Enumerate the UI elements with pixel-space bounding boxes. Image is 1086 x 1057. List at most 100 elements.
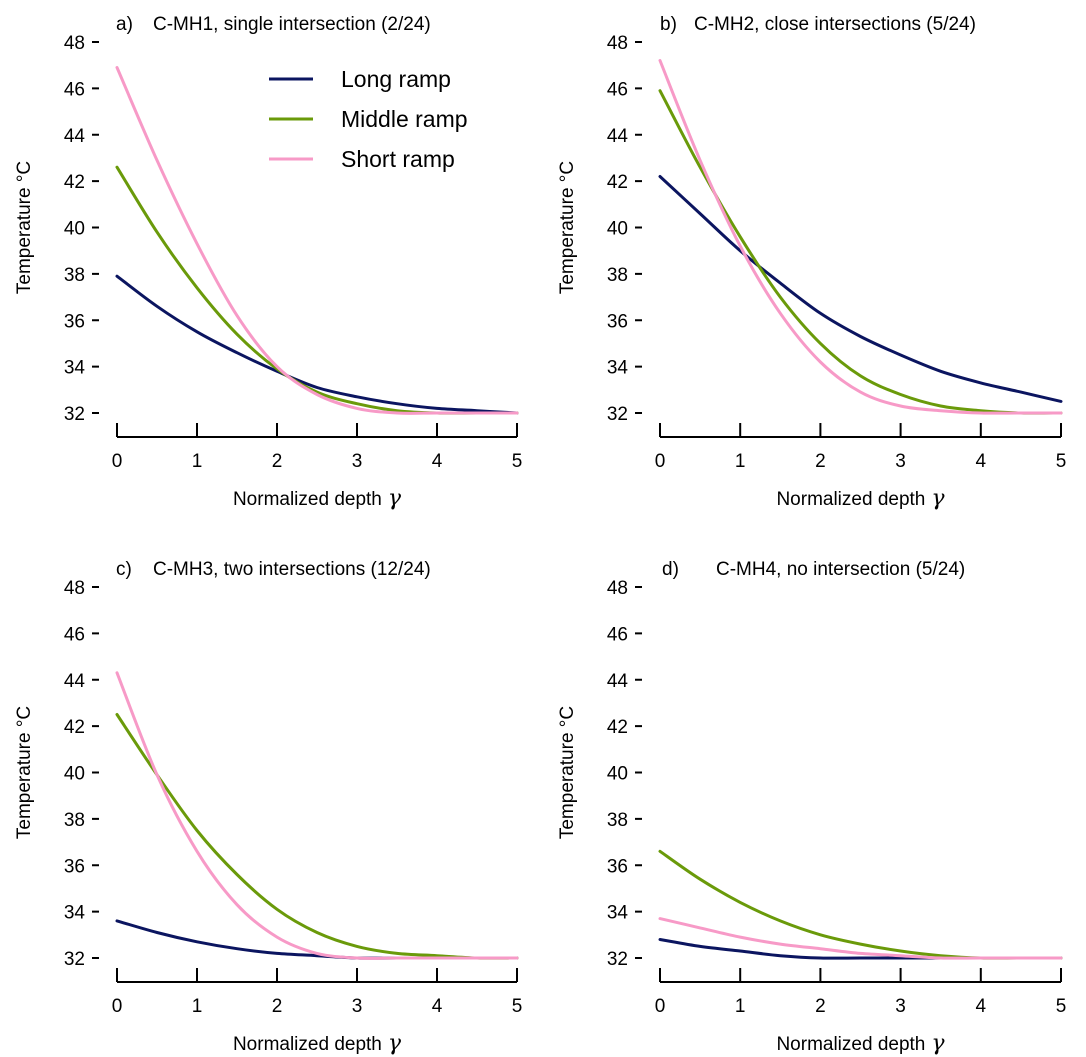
legend-label: Short ramp [341,146,455,172]
y-tick-label: 34 [64,903,86,924]
y-tick-label: 44 [607,671,629,692]
panel-title: C-MH1, single intersection (2/24) [153,14,431,35]
x-tick-label: 0 [112,996,123,1017]
panel-letter: c) [116,559,132,580]
x-axis-title-symbol: γ [931,1031,945,1056]
x-axis-title: Normalized depth γ [776,486,945,511]
x-tick-label: 3 [352,451,363,472]
x-tick-label: 2 [272,996,283,1017]
series-line-middle-ramp [658,89,1063,415]
panel-letter: d) [662,559,679,580]
y-tick-label: 38 [64,265,85,286]
y-tick-label: 32 [64,404,85,425]
series-line-short-ramp [658,917,1063,960]
x-axis-title-symbol: γ [388,486,402,511]
y-tick-label: 42 [607,717,628,738]
x-tick-label: 1 [192,996,203,1017]
x-tick-label: 5 [512,996,523,1017]
y-tick-label: 48 [64,33,85,54]
panel-title: C-MH4, no intersection (5/24) [716,559,965,580]
x-axis-title: Normalized depth γ [233,1031,402,1056]
y-tick-label: 32 [64,949,85,970]
y-tick-label: 40 [64,764,85,785]
series-line-middle-ramp [115,713,519,960]
series-line-long-ramp [658,175,1063,403]
series-line-middle-ramp [658,849,1063,960]
y-tick-label: 34 [607,903,629,924]
y-tick-label: 38 [607,810,628,831]
x-axis-title-text: Normalized depth [233,489,382,510]
series-line-long-ramp [658,938,1063,960]
y-tick-label: 44 [64,671,86,692]
x-tick-label: 0 [655,451,666,472]
y-tick-label: 48 [607,33,628,54]
y-tick-label: 42 [64,717,85,738]
y-tick-label: 46 [607,79,628,100]
y-tick-label: 40 [64,219,85,240]
panel-title: C-MH2, close intersections (5/24) [694,14,976,35]
x-tick-label: 1 [735,996,746,1017]
x-axis-title-text: Normalized depth [776,1034,925,1055]
x-tick-label: 3 [895,996,906,1017]
x-axis-title: Normalized depth γ [233,486,402,511]
y-tick-label: 40 [607,219,628,240]
y-tick-label: 46 [64,79,85,100]
y-tick-label: 36 [64,856,85,877]
y-tick-label: 44 [64,126,86,147]
panel-3: d) C-MH4, no intersection (5/24)323436384… [557,559,1066,1056]
y-tick-label: 34 [607,358,629,379]
x-tick-label: 5 [1056,451,1067,472]
legend: Long ramp Middle ramp Short ramp [269,66,468,172]
x-axis-title-text: Normalized depth [233,1034,382,1055]
y-tick-label: 48 [64,578,85,599]
x-axis-title-symbol: γ [388,1031,402,1056]
x-tick-label: 2 [815,451,826,472]
panel-title: C-MH3, two intersections (12/24) [153,559,431,580]
x-tick-label: 4 [976,996,987,1017]
panel-0: a) C-MH1, single intersection (2/24)32343… [14,14,522,511]
panel-1: b) C-MH2, close intersections (5/24)32343… [557,14,1066,511]
x-tick-label: 0 [655,996,666,1017]
y-axis-title: Temperature °C [557,706,578,839]
y-tick-label: 36 [64,311,85,332]
x-tick-label: 3 [352,996,363,1017]
legend-label: Long ramp [341,66,451,92]
series-line-short-ramp [658,59,1063,415]
y-tick-label: 40 [607,764,628,785]
panel-letter: b) [660,14,677,35]
y-tick-label: 38 [64,810,85,831]
series-line-short-ramp [115,66,519,415]
y-tick-label: 32 [607,404,628,425]
y-axis-title: Temperature °C [14,706,35,839]
x-tick-label: 1 [735,451,746,472]
y-tick-label: 34 [64,358,86,379]
y-tick-label: 36 [607,856,628,877]
panel-letter: a) [116,14,133,35]
y-tick-label: 46 [64,624,85,645]
x-tick-label: 4 [432,451,443,472]
x-tick-label: 4 [976,451,987,472]
series-line-long-ramp [115,274,519,415]
y-tick-label: 48 [607,578,628,599]
x-tick-label: 5 [512,451,523,472]
x-tick-label: 2 [815,996,826,1017]
y-axis-title: Temperature °C [557,161,578,294]
y-tick-label: 38 [607,265,628,286]
x-tick-label: 3 [895,451,906,472]
x-tick-label: 1 [192,451,203,472]
x-axis-title-text: Normalized depth [776,489,925,510]
y-tick-label: 42 [64,172,85,193]
x-axis-title-symbol: γ [931,486,945,511]
panel-2: c) C-MH3, two intersections (12/24)323436… [14,559,522,1056]
x-axis-title: Normalized depth γ [776,1031,945,1056]
y-axis-title: Temperature °C [14,161,35,294]
y-tick-label: 36 [607,311,628,332]
x-tick-label: 5 [1056,996,1067,1017]
y-tick-label: 46 [607,624,628,645]
y-tick-label: 42 [607,172,628,193]
x-tick-label: 4 [432,996,443,1017]
x-tick-label: 0 [112,451,123,472]
legend-label: Middle ramp [341,106,468,132]
y-tick-label: 44 [607,126,629,147]
